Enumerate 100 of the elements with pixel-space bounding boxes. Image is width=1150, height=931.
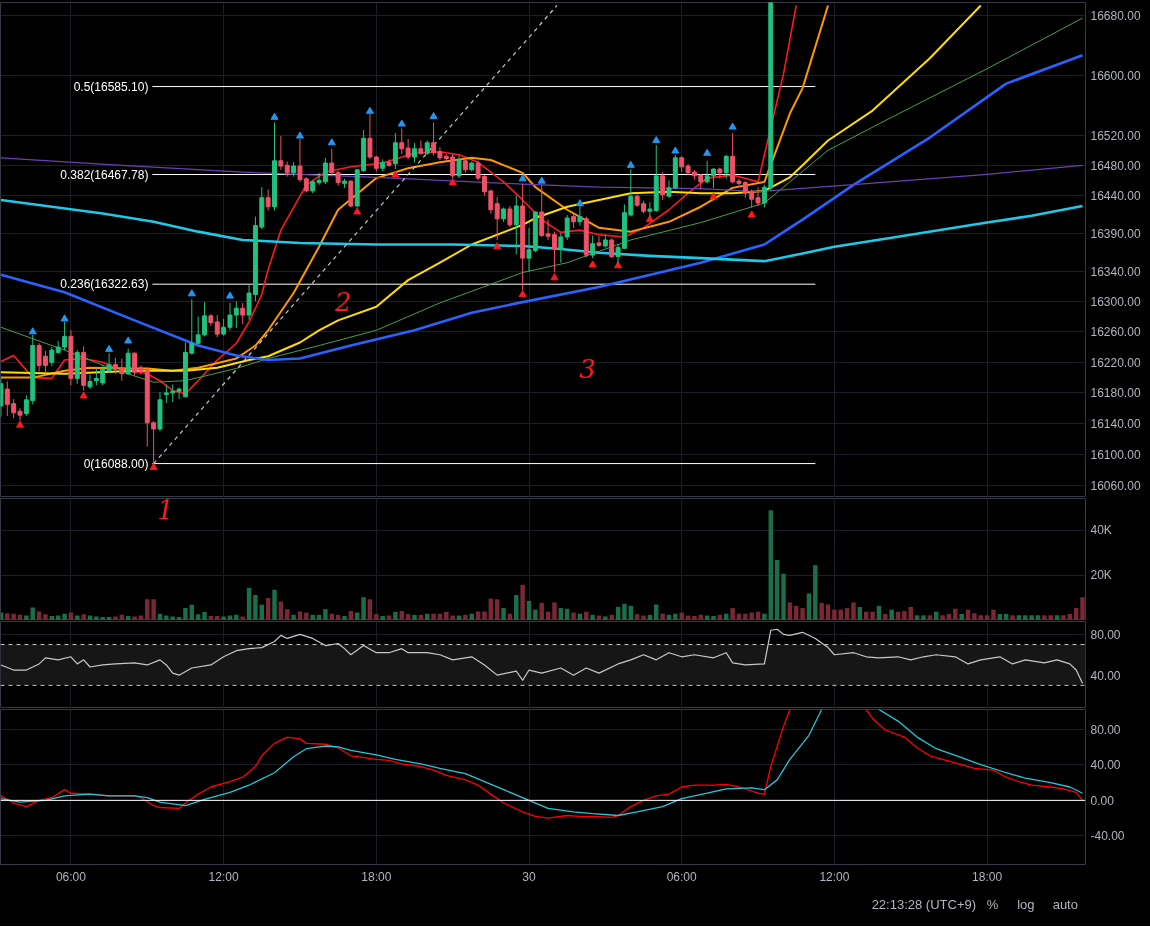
candlestick — [590, 234, 596, 259]
bar — [787, 602, 793, 620]
bar — [940, 615, 945, 620]
bar — [609, 614, 614, 620]
bar — [552, 602, 557, 620]
y-tick-label: 40K — [1090, 523, 1112, 538]
bar — [870, 611, 875, 620]
annotation: 1 — [157, 494, 174, 525]
candlestick — [49, 346, 55, 367]
bar — [991, 609, 996, 620]
candlestick — [240, 302, 246, 325]
bar — [1029, 615, 1034, 620]
candlestick — [717, 167, 723, 180]
bar — [953, 608, 958, 620]
candlestick — [87, 374, 93, 390]
bar — [1016, 615, 1022, 620]
bar — [832, 609, 837, 620]
bar — [62, 613, 67, 620]
bar — [176, 617, 182, 620]
y-tick-label: 80.00 — [1090, 627, 1121, 642]
bar — [692, 615, 697, 620]
bar — [30, 607, 35, 620]
x-tick-label: 12:00 — [208, 869, 239, 884]
bar — [634, 614, 640, 620]
bar — [800, 608, 805, 620]
bar — [361, 597, 366, 620]
bar — [514, 594, 519, 620]
bar — [43, 614, 48, 620]
bar — [781, 573, 786, 620]
bar — [889, 609, 894, 620]
candlestick — [609, 237, 615, 259]
candlestick — [329, 148, 335, 176]
bar — [151, 599, 156, 620]
bar — [291, 614, 296, 620]
y-tick-label: 16300.00 — [1090, 294, 1141, 309]
candlestick — [711, 167, 716, 189]
x-tick-label: 12:00 — [819, 869, 850, 884]
bar — [1080, 597, 1085, 620]
candlestick — [265, 188, 271, 211]
bar — [641, 615, 646, 620]
bar — [202, 611, 207, 620]
bar — [654, 604, 659, 620]
y-tick-label: 16440.00 — [1090, 188, 1141, 203]
bar — [908, 606, 913, 620]
bar — [399, 611, 404, 620]
bar — [265, 597, 271, 620]
bar — [978, 615, 983, 620]
bar — [36, 611, 42, 620]
candlestick — [195, 316, 201, 346]
y-tick-label: 16390.00 — [1090, 226, 1141, 241]
bar — [1054, 615, 1060, 620]
y-tick-label: 16680.00 — [1090, 9, 1141, 24]
bar — [482, 611, 487, 620]
bar — [590, 614, 595, 620]
candlestick — [386, 158, 392, 168]
bar — [603, 616, 608, 620]
bar — [367, 599, 373, 620]
candlestick — [564, 214, 570, 241]
bar — [857, 606, 863, 620]
bar — [959, 613, 964, 620]
y-tick-label: 40.00 — [1090, 668, 1121, 683]
bar — [374, 614, 379, 620]
bar — [883, 613, 888, 620]
y-tick-label: 16220.00 — [1090, 355, 1141, 370]
bar — [380, 615, 385, 620]
bar — [323, 609, 328, 620]
x-tick-label: 06:00 — [55, 869, 87, 884]
text: log — [1017, 897, 1035, 912]
candlestick — [660, 171, 666, 201]
bar — [234, 614, 239, 620]
x-tick-label: 18:00 — [361, 869, 392, 884]
bar — [475, 611, 481, 620]
bar — [533, 609, 538, 620]
bar — [1073, 608, 1079, 620]
text: 22:13:28 (UTC+9) — [871, 897, 977, 912]
text: % — [986, 897, 999, 912]
bar — [297, 611, 303, 620]
bar — [673, 613, 678, 620]
bar — [1010, 615, 1015, 620]
bar — [762, 613, 767, 620]
bar — [914, 615, 920, 620]
bar — [348, 611, 354, 620]
bar — [571, 612, 576, 620]
bar — [1023, 615, 1028, 620]
candlestick — [202, 301, 207, 337]
bar — [412, 614, 417, 620]
y-tick-label: 16260.00 — [1090, 325, 1141, 340]
y-tick-label: 16340.00 — [1090, 264, 1141, 279]
candlestick — [513, 194, 519, 255]
bar — [984, 615, 990, 620]
bar — [393, 611, 398, 620]
bar — [342, 615, 347, 620]
y-tick-label: 16520.00 — [1090, 128, 1141, 143]
bar — [253, 594, 258, 620]
bar — [431, 613, 436, 620]
bar — [195, 614, 201, 620]
bar — [240, 616, 245, 620]
bar — [285, 609, 290, 620]
y-tick-label: 16140.00 — [1090, 417, 1141, 432]
ref-line-label: 0(16088.00) — [83, 456, 149, 471]
